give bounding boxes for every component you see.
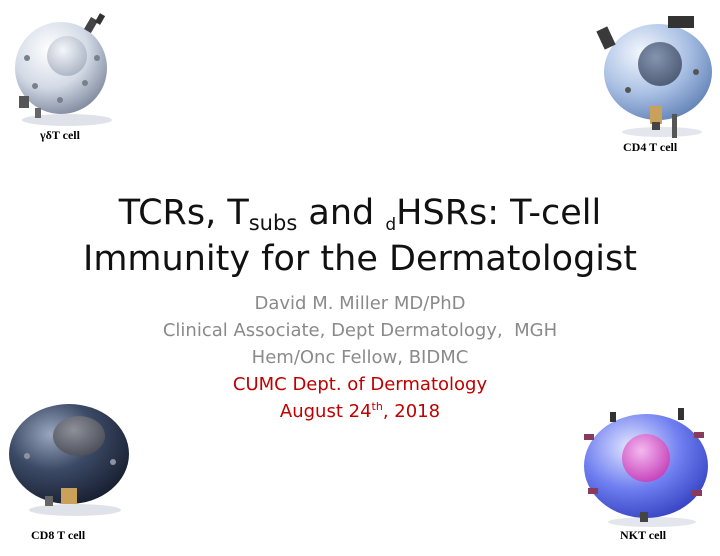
gamma-delta-t-cell-image — [15, 13, 112, 126]
cd4-t-cell-label: CD4 T cell — [623, 140, 678, 154]
title-line-2: Immunity for the Dermatologist — [83, 239, 637, 279]
venue: CUMC Dept. of Dermatology — [232, 374, 488, 395]
cd4-t-cell-image — [596, 16, 712, 138]
author-role-2: Hem/Onc Fellow, BIDMC — [251, 347, 469, 368]
slide-subtitle: David M. Miller MD/PhD Clinical Associat… — [60, 290, 660, 425]
nkt-cell-image — [584, 408, 708, 527]
author-role-1: Clinical Associate, Dept Dermatology, MG… — [162, 320, 558, 341]
presentation-date: August 24th, 2018 — [279, 400, 441, 422]
nkt-cell-label: NKT cell — [620, 528, 667, 542]
gamma-delta-t-cell-label: γδT cell — [40, 128, 80, 142]
slide-title: TCRs, Tsubs and dHSRs: T-cell Immunity f… — [20, 190, 700, 282]
cd8-t-cell-label: CD8 T cell — [31, 528, 86, 542]
title-subscript-subs: subs — [248, 211, 298, 235]
title-subscript-d: d — [385, 215, 397, 235]
author-name: David M. Miller MD/PhD — [254, 293, 466, 314]
title-line-1: TCRs, Tsubs and dHSRs: T-cell — [118, 193, 602, 235]
cd8-t-cell-image — [9, 404, 129, 516]
